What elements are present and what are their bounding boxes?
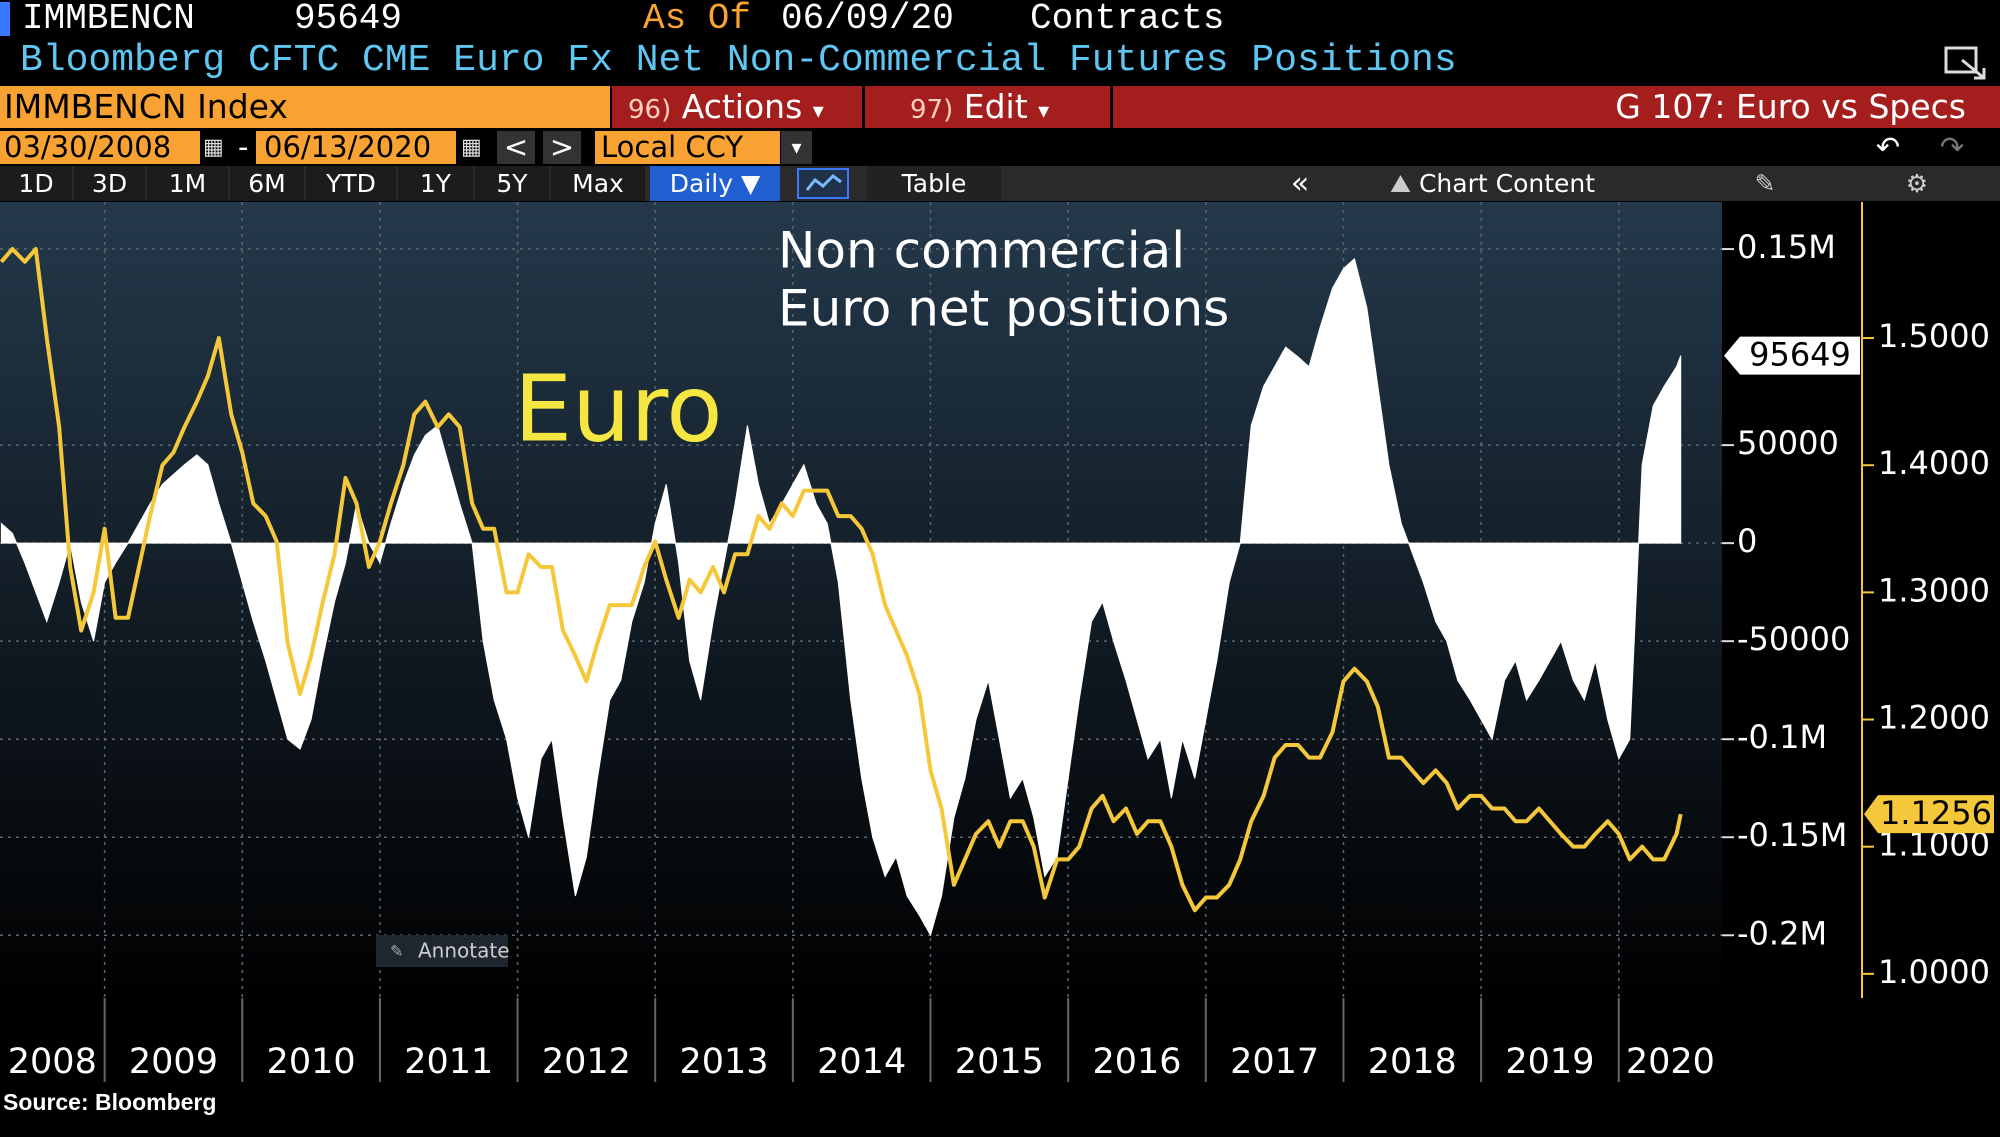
end-date[interactable]: 06/13/2020: [256, 131, 456, 164]
x-tick-label: 2016: [1092, 1042, 1181, 1082]
period-tab[interactable]: 3D: [74, 166, 145, 201]
y-tick-label: -0.15M: [1737, 816, 1847, 854]
calendar-icon[interactable]: ▦: [203, 135, 224, 160]
x-tick-label: 2011: [404, 1042, 493, 1082]
annotation: Euro net positions: [778, 280, 1229, 338]
x-tick-label: 2009: [129, 1042, 218, 1082]
period-tab[interactable]: Max: [551, 166, 645, 201]
period-tab[interactable]: 5Y: [475, 166, 549, 201]
last-value-label: 95649: [1749, 336, 1851, 374]
annotate-label: Annotate: [418, 939, 510, 963]
series-label: Euro: [514, 355, 723, 462]
menu-number: 97): [910, 95, 954, 125]
y2-tick-label: 1.4000: [1878, 444, 1990, 482]
redo[interactable]: ↷: [1939, 130, 1965, 164]
separator: [1110, 86, 1113, 128]
date-separator: -: [238, 130, 249, 164]
x-tick-label: 2017: [1230, 1042, 1319, 1082]
as-of-date: 06/09/20: [781, 0, 954, 39]
security-field[interactable]: IMMBENCN Index: [0, 86, 610, 128]
annotate-bg: [376, 935, 508, 967]
y2-tick-label: 1.3000: [1878, 571, 1990, 609]
red-bar: [612, 86, 2000, 128]
start-date[interactable]: 03/30/2008: [0, 131, 200, 164]
currency[interactable]: Local CCY: [595, 131, 780, 164]
positions-area: [0, 257, 1682, 937]
separator: [862, 86, 865, 128]
menu-label: Edit: [963, 87, 1028, 126]
x-tick-label: 2020: [1626, 1042, 1715, 1082]
line-chart-icon[interactable]: [797, 168, 849, 199]
annotate-button[interactable]: ✎ Annotate: [376, 935, 510, 967]
table-tab[interactable]: Table: [867, 166, 1001, 201]
pencil-icon: ✎: [390, 942, 403, 961]
actions-menu[interactable]: 96) Actions ▾: [628, 87, 824, 126]
y2-tick-label: 1.0000: [1878, 953, 1990, 991]
y-tick-label: 50000: [1737, 424, 1839, 462]
x-tick-label: 2018: [1368, 1042, 1457, 1082]
as-of-label: As Of: [643, 0, 752, 39]
period-tab[interactable]: 1Y: [398, 166, 473, 201]
y-tick-label: 0: [1737, 522, 1757, 560]
x-tick-label: 2008: [8, 1042, 97, 1082]
x-tick-label: 2014: [817, 1042, 906, 1082]
x-tick-label: 2013: [679, 1042, 768, 1082]
period-tab[interactable]: YTD: [306, 166, 396, 201]
source: Source: Bloomberg: [3, 1089, 217, 1115]
chart-name: G 107: Euro vs Specs: [1615, 87, 1966, 126]
collapse[interactable]: «: [1290, 166, 1310, 201]
next-button[interactable]: >: [543, 131, 581, 164]
currency-dropdown[interactable]: ▾: [781, 131, 812, 164]
y2-tick-label: 1.2000: [1878, 699, 1990, 737]
y-tick-label: -0.2M: [1737, 914, 1827, 952]
y-tick-label: -50000: [1737, 620, 1850, 658]
prev-button[interactable]: <: [497, 131, 535, 164]
x-tick-label: 2010: [267, 1042, 356, 1082]
units: Contracts: [1030, 0, 1225, 39]
frequency-label: Daily: [669, 169, 734, 198]
last-value-tag: [1864, 795, 1994, 834]
settings-icon[interactable]: ⚙: [1905, 169, 1929, 198]
x-tick-label: 2019: [1505, 1042, 1594, 1082]
undo[interactable]: ↶: [1875, 130, 1901, 164]
y2-tick-label: 1.5000: [1878, 317, 1990, 355]
frequency[interactable]: Daily ▼: [650, 166, 780, 201]
popout-icon[interactable]: [1940, 44, 1990, 82]
description: Bloomberg CFTC CME Euro Fx Net Non-Comme…: [20, 39, 1457, 82]
chart-content[interactable]: ⛰ Chart Content: [1390, 169, 1596, 198]
period-tab[interactable]: 1D: [0, 166, 72, 201]
menu-label: Actions: [681, 87, 803, 126]
chart: Non commercial Euro net positions Euro ✎…: [0, 202, 1994, 1082]
calendar-icon[interactable]: ▦: [461, 135, 482, 160]
y-tick-label: 0.15M: [1737, 228, 1836, 266]
y-tick-label: -0.1M: [1737, 718, 1827, 756]
euro-line: [0, 247, 1683, 913]
ticker: IMMBENCN: [22, 0, 195, 39]
period-tab[interactable]: 6M: [230, 166, 304, 201]
x-tick-label: 2015: [955, 1042, 1044, 1082]
last-value-tag: [1724, 336, 1860, 375]
cursor: [0, 2, 10, 36]
annotation: Non commercial: [778, 222, 1185, 280]
edit-icon[interactable]: ✎: [1754, 169, 1776, 198]
last-value: 95649: [294, 0, 403, 39]
last-value-label: 1.1256: [1880, 794, 1992, 832]
edit-menu[interactable]: 97) Edit ▾: [910, 87, 1050, 126]
chart-content-label: Chart Content: [1418, 169, 1596, 198]
menu-number: 96): [628, 95, 672, 125]
x-tick-label: 2012: [542, 1042, 631, 1082]
period-tab[interactable]: 1M: [147, 166, 228, 201]
